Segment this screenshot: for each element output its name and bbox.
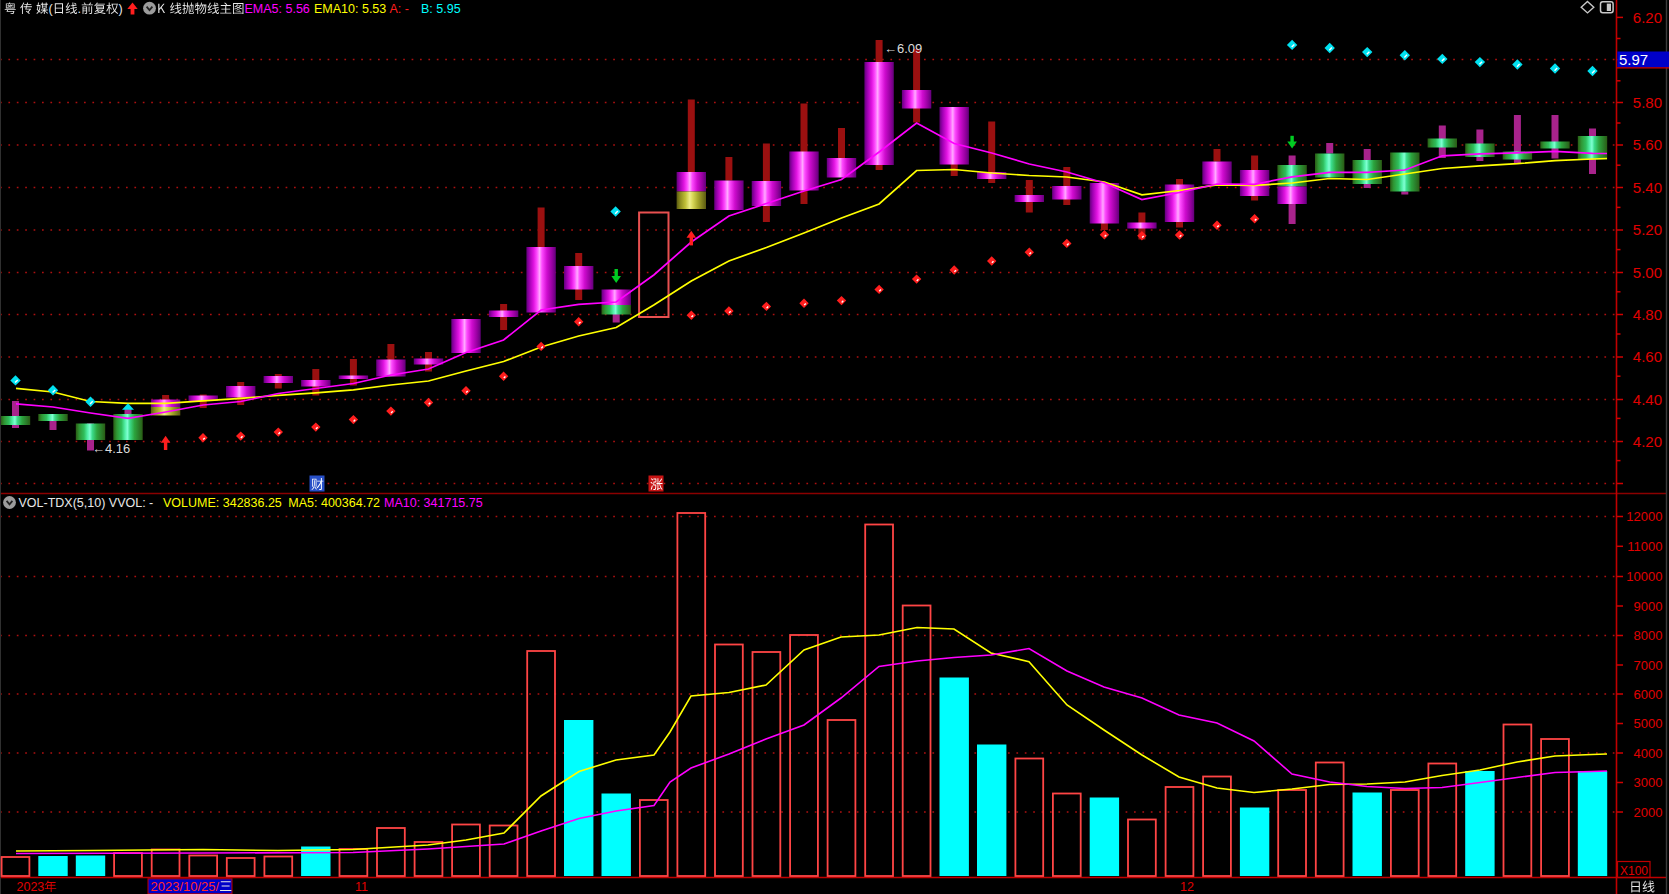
svg-text:5.97: 5.97 <box>1619 51 1648 68</box>
svg-text:←4.16: ←4.16 <box>92 441 130 456</box>
svg-text:6.20: 6.20 <box>1633 9 1662 26</box>
svg-text:11: 11 <box>355 880 368 894</box>
svg-text:): ) <box>119 2 123 16</box>
svg-text:5.00: 5.00 <box>1633 264 1662 281</box>
svg-text:MA5: 400364.72: MA5: 400364.72 <box>288 496 380 510</box>
svg-text:←6.09: ←6.09 <box>884 41 922 56</box>
svg-text:B: 5.95: B: 5.95 <box>421 2 461 16</box>
svg-text:MA10: 341715.75: MA10: 341715.75 <box>384 496 483 510</box>
svg-text:12: 12 <box>1180 880 1194 894</box>
svg-text:6000: 6000 <box>1634 687 1663 702</box>
svg-text:9000: 9000 <box>1634 599 1663 614</box>
svg-text:EMA5: 5.56: EMA5: 5.56 <box>245 2 310 16</box>
svg-text:5.40: 5.40 <box>1633 179 1662 196</box>
svg-text:3000: 3000 <box>1634 775 1663 790</box>
svg-text:2023/10/25/: 2023/10/25/ <box>151 879 220 894</box>
svg-text:5.20: 5.20 <box>1633 221 1662 238</box>
svg-text:5000: 5000 <box>1634 716 1663 731</box>
svg-text:X100: X100 <box>1620 864 1648 878</box>
svg-text:EMA10: 5.53: EMA10: 5.53 <box>314 2 386 16</box>
svg-text:VOL-TDX(5,10) VVOL: -: VOL-TDX(5,10) VVOL: - <box>19 496 154 510</box>
svg-text:11000: 11000 <box>1627 539 1662 554</box>
svg-text:5.60: 5.60 <box>1633 136 1662 153</box>
svg-text:A: -: A: - <box>390 2 409 16</box>
svg-text:10000: 10000 <box>1626 569 1662 584</box>
svg-text:12000: 12000 <box>1626 509 1662 524</box>
svg-text:2023: 2023 <box>17 880 45 894</box>
svg-text:.: . <box>78 2 81 16</box>
svg-text:2000: 2000 <box>1634 805 1663 820</box>
svg-text:4.80: 4.80 <box>1633 306 1662 323</box>
svg-text:4.60: 4.60 <box>1633 348 1662 365</box>
svg-text:4.40: 4.40 <box>1633 391 1662 408</box>
svg-text:VOLUME: 342836.25: VOLUME: 342836.25 <box>163 496 282 510</box>
svg-text:8000: 8000 <box>1634 628 1663 643</box>
svg-text:4.20: 4.20 <box>1633 433 1662 450</box>
svg-text:7000: 7000 <box>1634 658 1663 673</box>
svg-text:5.80: 5.80 <box>1633 94 1662 111</box>
svg-text:4000: 4000 <box>1634 746 1663 761</box>
